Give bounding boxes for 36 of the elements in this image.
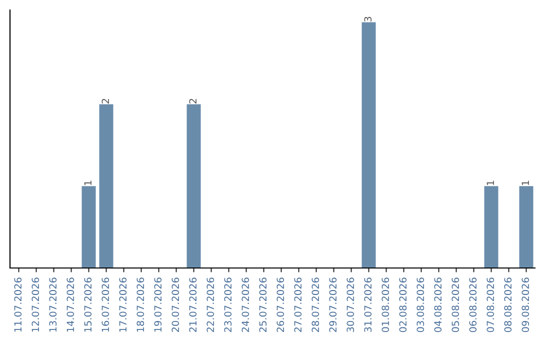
x-tick-label: 19.07.2026 bbox=[154, 278, 162, 332]
x-tick-label: 30.07.2026 bbox=[346, 278, 354, 332]
x-tick-label: 18.07.2026 bbox=[136, 278, 144, 332]
x-tick-label: 26.07.2026 bbox=[276, 278, 284, 332]
x-tick-label: 01.08.2026 bbox=[382, 278, 390, 332]
x-tick-label: 05.08.2026 bbox=[452, 278, 460, 332]
data-label: 2 bbox=[189, 98, 196, 104]
x-tick-label: 29.07.2026 bbox=[329, 278, 337, 332]
x-tick-label: 02.08.2026 bbox=[399, 278, 407, 332]
x-tick-label: 06.08.2026 bbox=[469, 278, 477, 332]
data-label: 3 bbox=[364, 16, 372, 22]
x-tick-label: 20.07.2026 bbox=[172, 278, 180, 332]
x-tick-label: 17.07.2026 bbox=[119, 278, 127, 332]
x-tick-label: 21.07.2026 bbox=[189, 278, 197, 332]
x-tick-label: 09.08.2026 bbox=[522, 278, 530, 332]
x-tick-label: 04.08.2026 bbox=[434, 278, 442, 332]
x-tick-label: 12.07.2026 bbox=[32, 278, 40, 332]
x-tick-label: 23.07.2026 bbox=[224, 278, 232, 332]
data-label: 1 bbox=[486, 180, 494, 186]
x-tick-label: 11.07.2026 bbox=[14, 278, 22, 332]
x-tick-label: 28.07.2026 bbox=[312, 278, 320, 332]
x-tick-label: 22.07.2026 bbox=[206, 278, 214, 332]
x-tick-label: 31.07.2026 bbox=[364, 278, 372, 332]
x-tick-label: 16.07.2026 bbox=[102, 278, 110, 332]
x-tick-label: 14.07.2026 bbox=[66, 278, 74, 332]
data-label: 1 bbox=[84, 180, 92, 186]
data-label: 2 bbox=[102, 98, 109, 104]
x-tick-label: 03.08.2026 bbox=[416, 278, 424, 332]
x-tick-label: 07.08.2026 bbox=[486, 278, 494, 332]
x-tick-label: 24.07.2026 bbox=[242, 278, 250, 332]
data-label: 1 bbox=[522, 180, 529, 186]
x-tick-label: 25.07.2026 bbox=[259, 278, 267, 332]
x-tick-label: 27.07.2026 bbox=[294, 278, 302, 332]
x-tick-label: 08.08.2026 bbox=[504, 278, 512, 332]
x-tick-label: 15.07.2026 bbox=[84, 278, 92, 332]
x-tick-label: 13.07.2026 bbox=[49, 278, 57, 332]
